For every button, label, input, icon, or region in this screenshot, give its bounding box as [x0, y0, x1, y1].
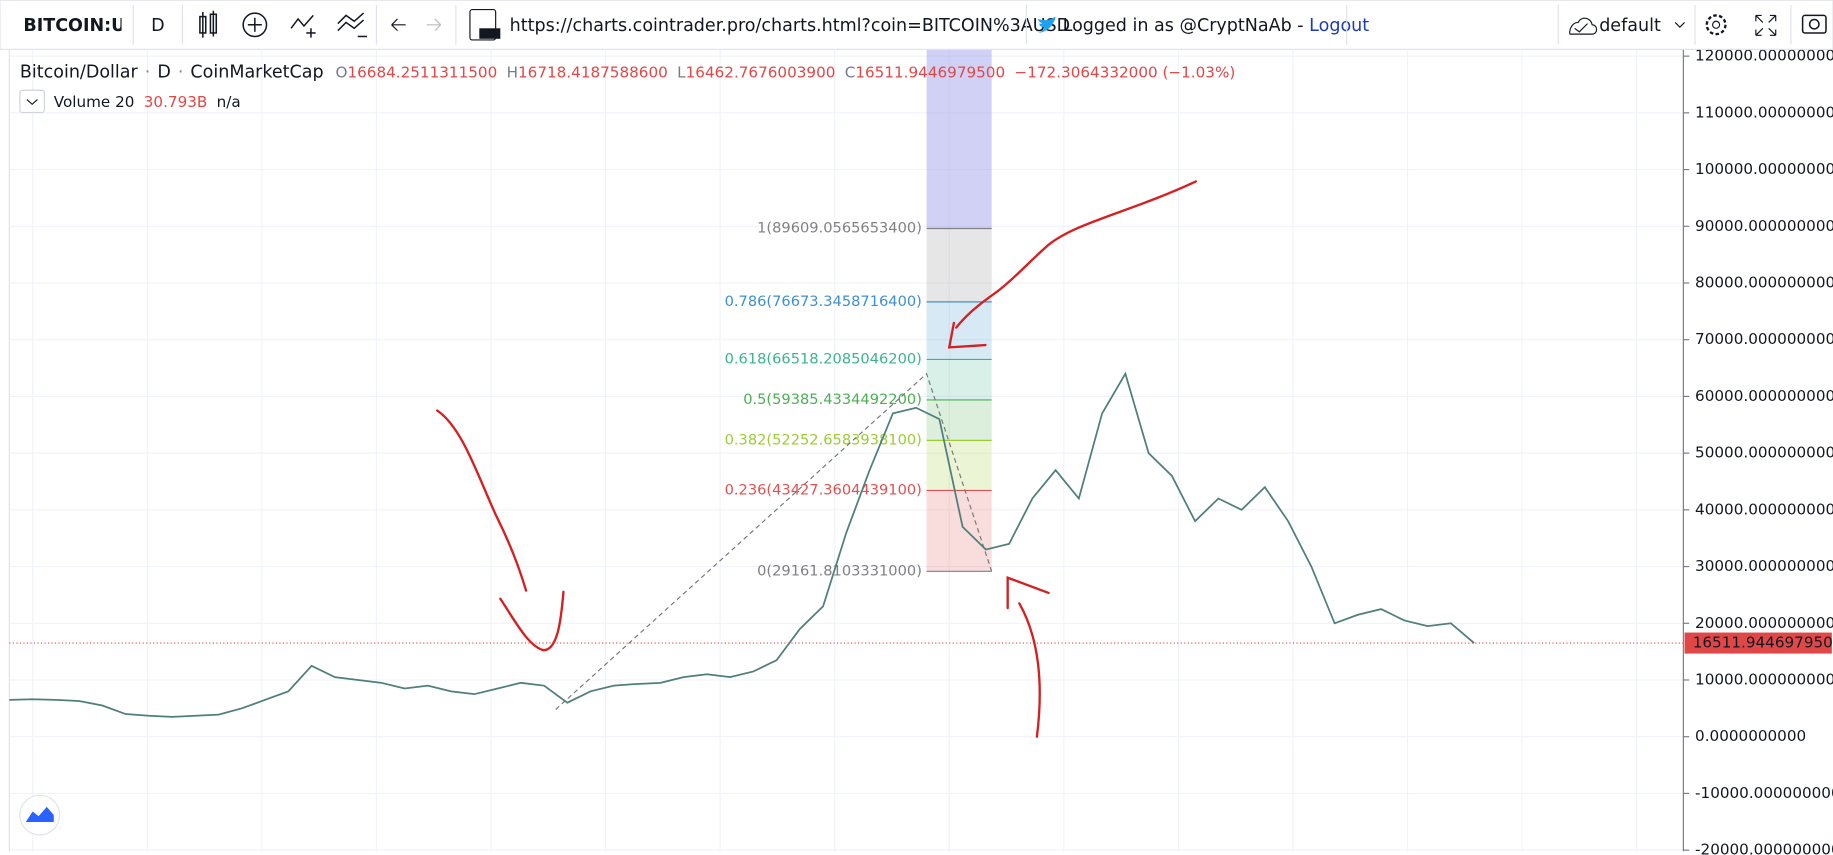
fib-band [926, 440, 992, 491]
y-tick-label: -10000.0000000000 [1695, 784, 1833, 802]
y-tick-label: 30000.0000000000 [1695, 557, 1833, 575]
y-tick-label: 10000.0000000000 [1695, 670, 1833, 688]
sep: · [178, 63, 184, 83]
url: https://charts.cointrader.pro/charts.htm… [510, 16, 1070, 36]
ohlc-key: H [507, 63, 518, 81]
ohlc-value: 16511.9446979500 [855, 63, 1005, 81]
fib-label: 1(89609.0565653400) [757, 219, 922, 236]
fib-extension [926, 49, 992, 229]
fib-band [926, 301, 992, 360]
sep: · [145, 63, 151, 83]
collapse-button[interactable] [19, 89, 46, 114]
last-price-box [1684, 632, 1832, 654]
fib-label: 0.382(52252.6583938100) [725, 431, 922, 448]
price-pane [9, 49, 1684, 852]
hand-stroke [955, 180, 1198, 329]
compare-icon[interactable] [290, 14, 316, 38]
y-tick-label: 40000.0000000000 [1695, 500, 1833, 518]
dropdown-icon[interactable] [1674, 22, 1685, 28]
logout-link[interactable]: Logout [1309, 16, 1369, 36]
redo-icon [426, 18, 442, 32]
login-label: Logged in as @CryptNaAb - [1063, 16, 1310, 36]
fib-label: 0.618(66518.2085046200) [725, 350, 922, 367]
ohlc-key: O [336, 63, 348, 81]
chart-type-icon[interactable] [199, 10, 218, 38]
fib-label: 0.236(43427.3604439100) [725, 481, 922, 498]
settings-icon-center [1712, 20, 1721, 29]
fib-label: 0(29161.8103331000) [757, 562, 922, 579]
volume-legend: Volume 20 30.793B n/a [54, 92, 241, 110]
y-tick-label: 70000.0000000000 [1695, 330, 1833, 348]
twitter-icon [1038, 16, 1056, 33]
check-icon [1574, 23, 1588, 33]
indicators-icon[interactable] [337, 12, 368, 38]
fib-band [926, 359, 992, 400]
fib-label: 0.5(59385.4334492200) [743, 391, 922, 408]
annotations [436, 180, 1198, 738]
pair: Bitcoin/Dollar [20, 63, 139, 83]
trend-line [555, 372, 993, 710]
interval[interactable]: D [151, 16, 165, 36]
hand-stroke [499, 590, 565, 652]
settings-icon[interactable] [1705, 14, 1727, 36]
fib-label: 0.786(76673.3458716400) [725, 293, 922, 310]
legend: Bitcoin/Dollar · D · CoinMarketCap O16684.25… [19, 63, 1236, 114]
fib-band [926, 228, 992, 302]
fullscreen-icon[interactable] [1755, 14, 1777, 36]
hand-stroke [1006, 576, 1050, 610]
ohlc: O16684.2511311500 H16718.4187588600 L16462… [336, 63, 1236, 81]
y-tick-label: -20000.0000000000 [1695, 841, 1833, 855]
ohlc-value: 16684.2511311500 [347, 63, 497, 81]
ohlc-value: 16718.4187588600 [518, 63, 668, 81]
ohlc-key: L [677, 63, 686, 81]
collapse-icon [26, 99, 38, 106]
y-tick-label: 80000.0000000000 [1695, 273, 1833, 291]
y-tick-label: 20000.0000000000 [1695, 614, 1833, 632]
hand-stroke [947, 321, 987, 349]
logo[interactable] [19, 794, 61, 836]
screenshot-icon[interactable] [1801, 14, 1827, 34]
fib-band [926, 490, 992, 572]
change: −172.3064332000 (−1.03%) [1015, 63, 1236, 81]
y-tick-label: 60000.0000000000 [1695, 387, 1833, 405]
symbol-box[interactable]: BITCOIN:USD [23, 16, 152, 36]
y-tick-label: 110000.0000000000 [1695, 103, 1833, 121]
plot-area: 120000.0000000000 110000.0000000000 100000… [8, 47, 1833, 855]
cloud-icon[interactable] [1569, 17, 1598, 35]
layout-name[interactable]: default [1599, 16, 1661, 36]
toolbar: BITCOIN:USD D https://charts.cointrader.… [0, 0, 1833, 50]
last-price-label: 16511.9446979500 [1693, 634, 1833, 652]
y-tick-label: 120000.0000000000 [1695, 47, 1833, 65]
legend-interval: D [157, 63, 171, 83]
undo-icon[interactable] [391, 18, 406, 32]
add-icon[interactable] [242, 12, 268, 38]
symbol[interactable]: BITCOIN:USD [23, 16, 152, 36]
y-tick-label: 0.0000000000 [1695, 727, 1806, 745]
ohlc-value: 16462.7676003900 [686, 63, 836, 81]
price-line [9, 371, 1475, 718]
hand-stroke [1018, 602, 1041, 738]
volume-value: 30.793B [144, 92, 208, 110]
ohlc-key: C [845, 63, 856, 81]
legend-title: Bitcoin/Dollar · D · CoinMarketCap [20, 63, 324, 83]
fib-band [926, 399, 992, 441]
source: CoinMarketCap [190, 63, 323, 83]
volume-extra: n/a [217, 92, 241, 110]
hand-stroke [436, 409, 528, 592]
y-tick-label: 50000.0000000000 [1695, 444, 1833, 462]
volume-label: Volume 20 [54, 92, 135, 110]
y-tick-label: 90000.0000000000 [1695, 217, 1833, 235]
login-text: Logged in as @CryptNaAb - Logout [1063, 16, 1370, 36]
url-icon [469, 8, 501, 41]
y-tick-label: 100000.0000000000 [1695, 160, 1833, 178]
